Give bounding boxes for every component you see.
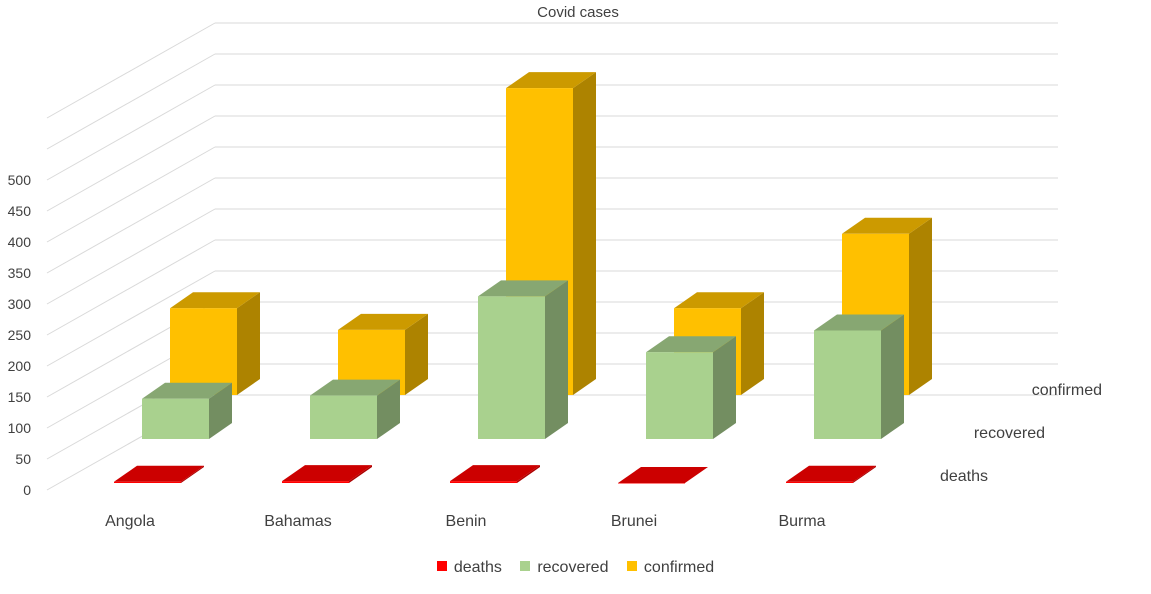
- bar-front-face: [786, 481, 853, 483]
- bar-front-face: [170, 308, 237, 395]
- bar-top-face: [282, 465, 372, 482]
- bar-side-face: [853, 465, 876, 483]
- bar-top-face: [842, 217, 932, 234]
- legend-item-recovered: recovered: [520, 559, 608, 577]
- bar-top-face: [450, 465, 540, 482]
- gridline-side: [46, 146, 216, 243]
- legend-swatch-confirmed: [626, 561, 637, 571]
- bar-confirmed-angola: [170, 292, 260, 395]
- bar-top-face: [338, 313, 428, 330]
- category-label: Benin: [446, 513, 487, 530]
- y-tick-label: 100: [8, 420, 32, 436]
- bar-top-face: [674, 292, 764, 309]
- bar-deaths-brunei: [618, 467, 708, 484]
- y-tick-label: 150: [8, 389, 32, 405]
- bar-front-face: [450, 481, 517, 483]
- category-labels: Angola Bahamas Benin Brunei Burma: [105, 513, 826, 530]
- category-label: Burma: [778, 513, 825, 530]
- bar-top-face: [646, 336, 736, 353]
- legend-item-confirmed: confirmed: [626, 559, 715, 577]
- y-tick-label: 250: [8, 327, 32, 343]
- series-depth-label: deaths: [940, 468, 988, 485]
- bars: [114, 72, 932, 484]
- bar-recovered-angola: [142, 382, 232, 439]
- gridline-side: [46, 53, 216, 150]
- bar-front-face: [618, 483, 685, 484]
- bar-top-face: [506, 72, 596, 89]
- gridline-side: [46, 208, 216, 305]
- bar-top-face: [814, 314, 904, 331]
- bar-recovered-bahamas: [310, 379, 400, 439]
- bar-side-face: [517, 465, 540, 483]
- gridline-side: [46, 239, 216, 336]
- category-label: Angola: [105, 513, 155, 530]
- bar-deaths-bahamas: [282, 465, 372, 483]
- chart-title: Covid cases: [537, 4, 619, 21]
- bar-deaths-burma: [786, 465, 876, 483]
- y-tick-label: 0: [23, 482, 31, 498]
- bar-front-face: [114, 481, 181, 483]
- bar-side-face: [349, 465, 372, 483]
- legend: deaths recovered confirmed: [0, 559, 1151, 577]
- bar-front-face: [282, 481, 349, 483]
- bar-top-face: [618, 467, 708, 483]
- series-depth-labels: deaths recovered confirmed: [940, 382, 1102, 485]
- bar-front-face: [814, 330, 881, 439]
- legend-item-deaths: deaths: [436, 559, 502, 577]
- bar-top-face: [786, 465, 876, 482]
- bar-top-face: [478, 280, 568, 297]
- category-label: Bahamas: [264, 513, 332, 530]
- bar-recovered-benin: [478, 280, 568, 439]
- legend-label-confirmed: confirmed: [643, 559, 715, 576]
- bar-side-face: [573, 72, 596, 395]
- bar-side-face: [181, 465, 204, 483]
- y-tick-label: 400: [8, 234, 32, 250]
- y-tick-label: 50: [15, 451, 31, 467]
- bar-side-face: [237, 292, 260, 395]
- legend-swatch-deaths: [436, 561, 447, 571]
- bar-front-face: [478, 296, 545, 439]
- bar-side-face: [377, 379, 400, 439]
- bar-top-face: [114, 465, 204, 482]
- bar-side-face: [545, 280, 568, 439]
- bar-top-face: [170, 292, 260, 309]
- legend-label-deaths: deaths: [453, 559, 502, 576]
- bar-recovered-burma: [814, 314, 904, 439]
- legend-swatch-recovered: [520, 561, 531, 571]
- gridline-side: [46, 84, 216, 181]
- bar-side-face: [881, 314, 904, 439]
- gridline-side: [46, 177, 216, 274]
- bar-deaths-benin: [450, 465, 540, 483]
- legend-label-recovered: recovered: [537, 559, 609, 576]
- bar-front-face: [142, 398, 209, 439]
- bar-side-face: [209, 382, 232, 439]
- bar-side-face: [405, 313, 428, 395]
- bar-top-face: [310, 379, 400, 396]
- y-tick-label: 200: [8, 358, 32, 374]
- bar-front-face: [310, 395, 377, 439]
- bar-deaths-angola: [114, 465, 204, 483]
- gridline-side: [46, 270, 216, 367]
- bar-top-face: [142, 382, 232, 399]
- y-tick-label: 500: [8, 172, 32, 188]
- y-tick-label: 300: [8, 296, 32, 312]
- category-label: Brunei: [611, 513, 657, 530]
- bar-front-face: [646, 352, 713, 439]
- gridline-side: [46, 115, 216, 212]
- series-depth-label: recovered: [974, 425, 1045, 442]
- gridline-side: [46, 22, 216, 119]
- y-tick-label: 350: [8, 265, 32, 281]
- bar-confirmed-bahamas: [338, 313, 428, 395]
- bar-side-face: [741, 292, 764, 395]
- series-depth-label: confirmed: [1032, 382, 1102, 399]
- bar-recovered-brunei: [646, 336, 736, 439]
- y-tick-label: 450: [8, 203, 32, 219]
- y-axis-ticks: 0 50 100 150 200 250 300 350 400 450 500: [8, 172, 32, 498]
- bar-side-face: [909, 217, 932, 395]
- bar-side-face: [713, 336, 736, 439]
